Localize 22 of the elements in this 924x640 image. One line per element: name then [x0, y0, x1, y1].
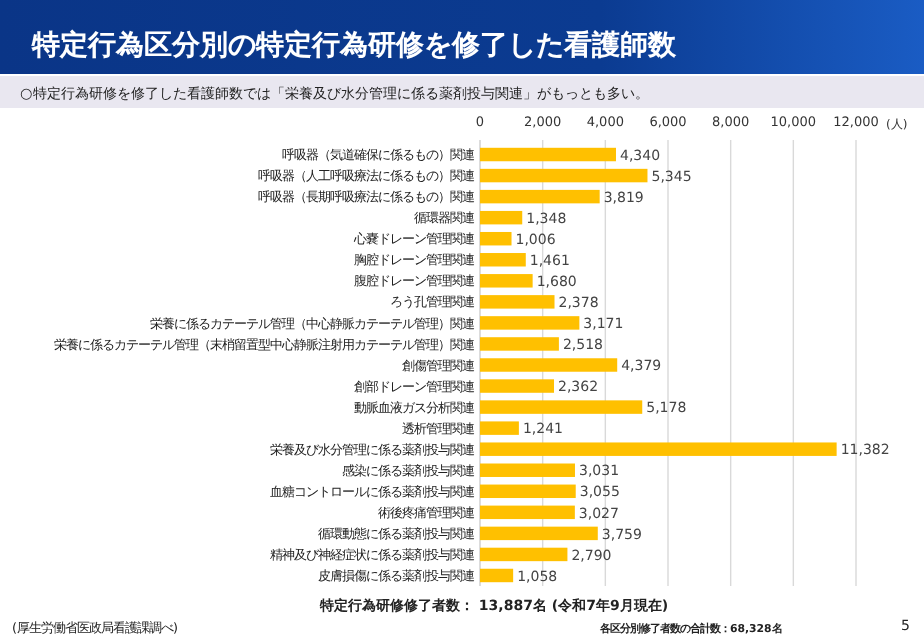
bar — [480, 484, 576, 499]
bar — [480, 147, 616, 162]
bar — [480, 210, 523, 225]
bar — [480, 442, 837, 456]
bar — [480, 421, 519, 435]
bar — [480, 505, 575, 520]
bar — [480, 337, 559, 351]
bar — [480, 547, 568, 562]
bar — [480, 168, 648, 183]
bar — [480, 316, 580, 330]
bar — [480, 526, 598, 541]
bar — [480, 400, 643, 414]
bar — [480, 253, 526, 267]
bar — [480, 274, 533, 288]
bar — [480, 358, 618, 372]
bar — [480, 463, 575, 477]
bar — [480, 231, 512, 246]
bar — [480, 295, 555, 309]
chart-title: 特定行為区分別の特定行為研修を修了した看護師数 — [30, 28, 678, 62]
bar — [480, 379, 555, 393]
bar — [480, 189, 600, 204]
bar — [480, 568, 514, 583]
